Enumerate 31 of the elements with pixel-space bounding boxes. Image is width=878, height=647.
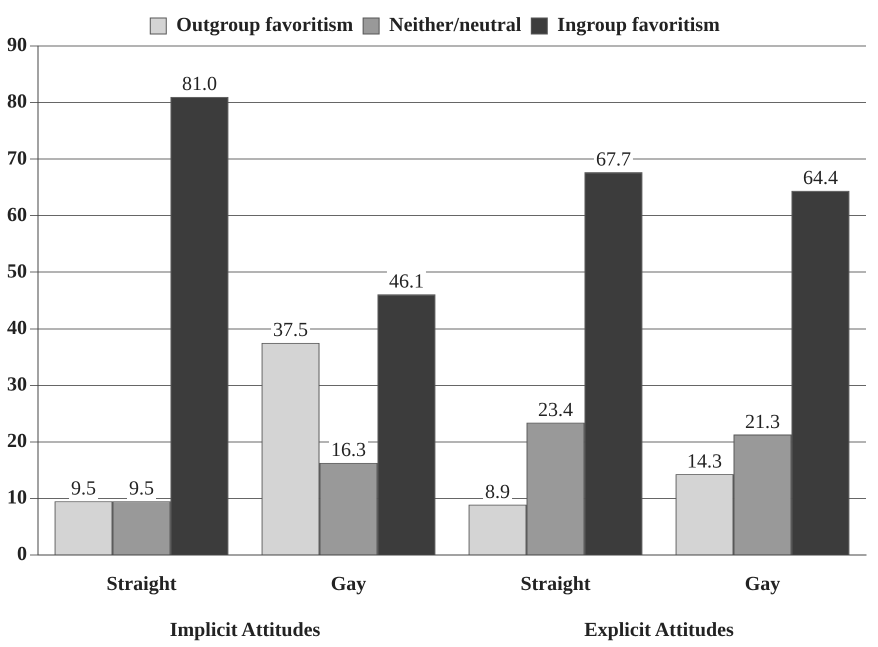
data-label: 21.3 — [745, 410, 780, 433]
text: Implicit Attitudes — [170, 619, 320, 642]
x-tick-label: Gay — [330, 573, 366, 596]
data-label: 9.5 — [71, 478, 96, 500]
y-tick-label: 90 — [7, 34, 27, 56]
data-label: 8.9 — [485, 480, 510, 503]
legend-label: Neither/neutral — [389, 14, 522, 36]
x-tick-label: Straight — [520, 573, 591, 596]
data-label: 64.4 — [802, 167, 838, 190]
y-tick-label: 20 — [7, 430, 27, 452]
y-tick-label: 50 — [7, 260, 27, 282]
y-tick-label: 30 — [7, 374, 27, 396]
y-tick-label: 40 — [7, 316, 27, 339]
data-label: 14.3 — [687, 450, 722, 472]
data-label: 9.5 — [129, 478, 154, 500]
legend-label: Ingroup favoritism — [557, 14, 720, 36]
y-tick-label: 60 — [7, 204, 27, 226]
data-label: 81.0 — [182, 73, 217, 96]
data-label: 16.3 — [331, 439, 366, 462]
y-tick-label: 10 — [7, 486, 27, 509]
data-label: 23.4 — [538, 398, 573, 421]
legend-label: Outgroup favoritism — [176, 14, 354, 36]
y-tick-label: 80 — [7, 90, 27, 113]
x-tick-label: Straight — [106, 573, 177, 596]
data-label: 67.7 — [596, 148, 631, 170]
y-tick-label: 0 — [17, 543, 27, 566]
data-label: 46.1 — [388, 270, 424, 293]
data-label: 37.5 — [273, 319, 308, 342]
text: Explicit Attitudes — [584, 619, 734, 642]
y-tick-label: 70 — [7, 147, 27, 170]
x-tick-label: Gay — [744, 573, 780, 596]
